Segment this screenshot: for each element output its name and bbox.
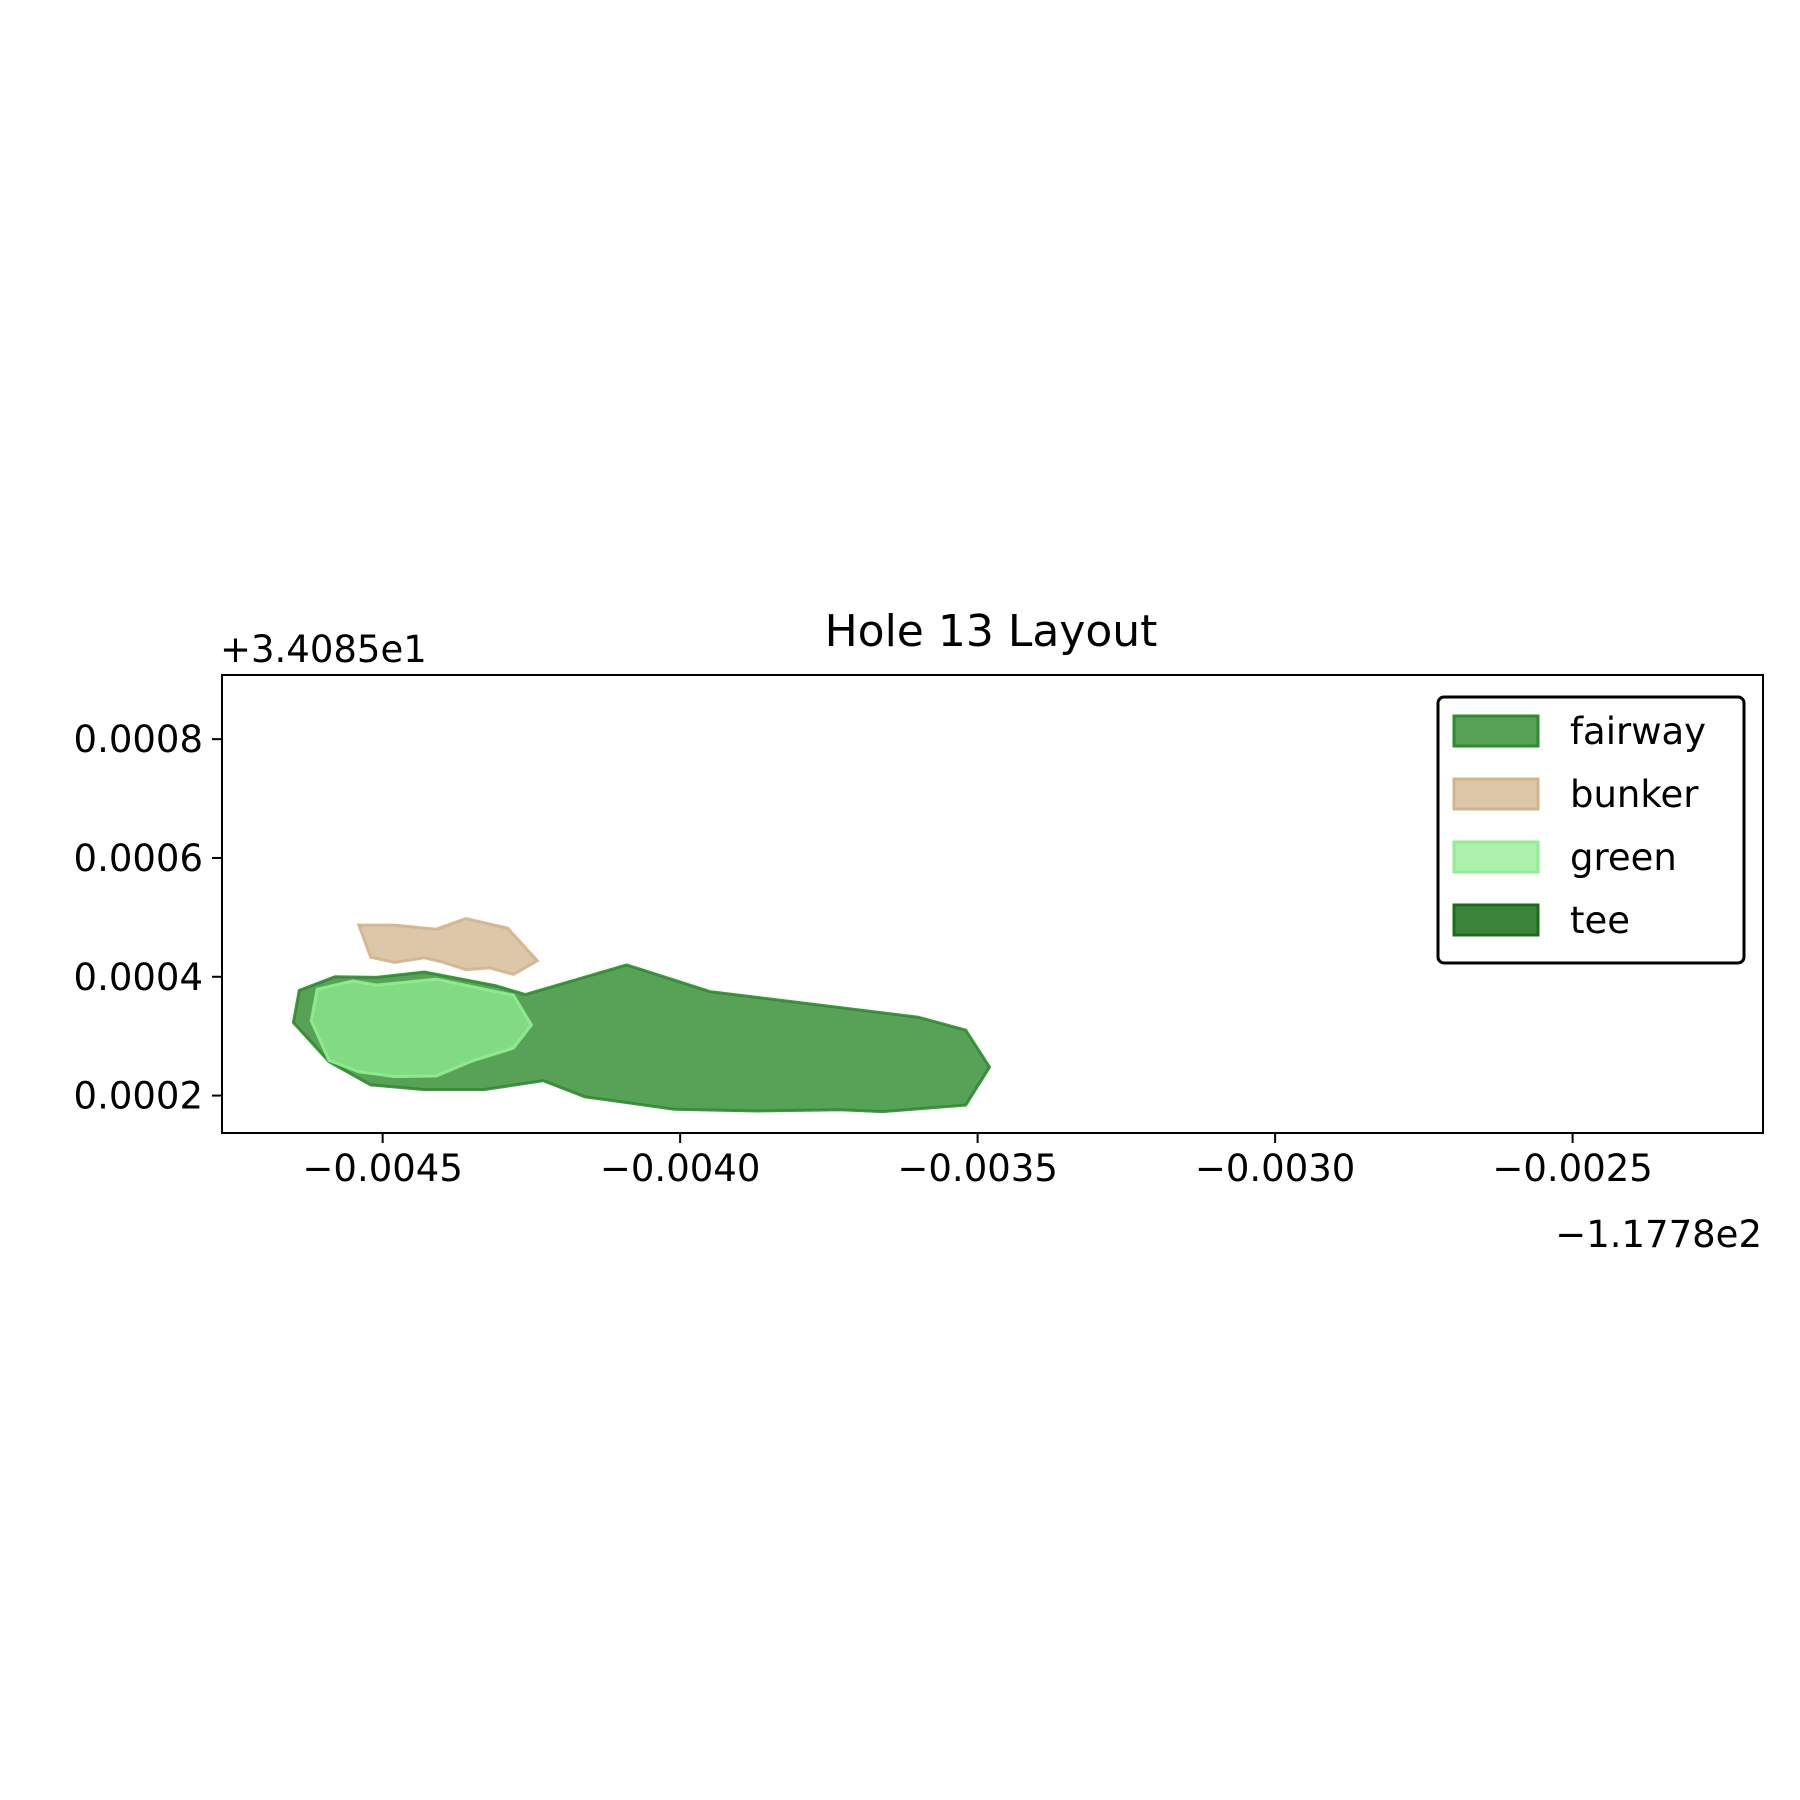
y-tick-label: 0.0006 bbox=[74, 837, 203, 880]
x-axis: −0.0045 −0.0040 −0.0035 −0.0030 −0.0025 bbox=[302, 1133, 1653, 1190]
y-tick-label: 0.0008 bbox=[74, 718, 203, 761]
legend-label-fairway: fairway bbox=[1570, 710, 1706, 753]
green-polygon bbox=[309, 977, 534, 1079]
legend-label-tee: tee bbox=[1570, 899, 1630, 942]
legend-swatch-tee bbox=[1452, 903, 1540, 937]
chart-title: Hole 13 Layout bbox=[825, 606, 1158, 657]
axes-frame bbox=[221, 674, 1764, 1134]
x-tick-label: −0.0025 bbox=[1492, 1147, 1652, 1190]
x-tick-label: −0.0040 bbox=[600, 1147, 760, 1190]
legend-swatch-fairway bbox=[1452, 714, 1540, 748]
legend-swatch-green bbox=[1452, 840, 1540, 874]
y-tick-label: 0.0002 bbox=[74, 1075, 203, 1118]
y-tick-label: 0.0004 bbox=[74, 956, 203, 999]
legend: fairway bunker green tee bbox=[1436, 695, 1746, 965]
x-tick-label: −0.0030 bbox=[1195, 1147, 1355, 1190]
polygon-layer bbox=[291, 917, 992, 1114]
y-axis: 0.0002 0.0004 0.0006 0.0008 bbox=[74, 718, 222, 1118]
bunker-polygon bbox=[356, 917, 540, 977]
x-tick-label: −0.0035 bbox=[897, 1147, 1057, 1190]
x-offset-label: −1.1778e2 bbox=[1555, 1213, 1762, 1256]
x-tick-label: −0.0045 bbox=[302, 1147, 462, 1190]
y-offset-label: +3.4085e1 bbox=[220, 628, 427, 671]
legend-label-bunker: bunker bbox=[1570, 773, 1699, 816]
legend-swatch-bunker bbox=[1452, 777, 1540, 811]
legend-label-green: green bbox=[1570, 836, 1677, 879]
legend-box bbox=[1436, 695, 1746, 965]
